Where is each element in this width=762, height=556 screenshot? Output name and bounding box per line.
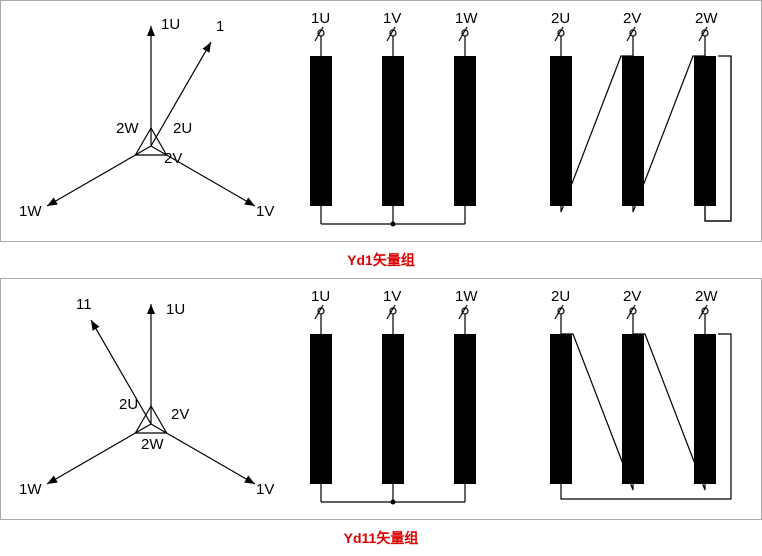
svg-text:2W: 2W xyxy=(695,10,718,27)
svg-text:1U: 1U xyxy=(161,16,180,33)
caption: Yd1矢量组 xyxy=(0,242,762,278)
svg-text:2W: 2W xyxy=(695,288,718,305)
svg-text:2V: 2V xyxy=(164,150,182,167)
vector-group-panel: 11 1U 1V 1W 2U 2V 2W 1U 1V 1W 2U 2V 2W xyxy=(0,278,762,520)
svg-text:2V: 2V xyxy=(623,288,641,305)
vector-group-panel: 1 1U 1V 1W 2U 2V 2W 1U 1V 1W 2U 2V 2W xyxy=(0,0,762,242)
svg-text:1U: 1U xyxy=(311,288,330,305)
svg-text:2W: 2W xyxy=(116,120,139,137)
svg-text:1V: 1V xyxy=(256,481,274,498)
diagram-svg: 1 1U 1V 1W 2U 2V 2W 1U 1V 1W 2U 2V 2W xyxy=(1,1,761,241)
svg-text:1W: 1W xyxy=(19,481,42,498)
svg-text:1W: 1W xyxy=(455,288,478,305)
svg-text:1U: 1U xyxy=(311,10,330,27)
svg-text:2U: 2U xyxy=(551,10,570,27)
caption: Yd11矢量组 xyxy=(0,520,762,556)
svg-text:1U: 1U xyxy=(166,301,185,318)
svg-text:1: 1 xyxy=(216,18,224,35)
svg-text:2V: 2V xyxy=(171,406,189,423)
svg-text:2V: 2V xyxy=(623,10,641,27)
svg-text:2U: 2U xyxy=(119,396,138,413)
diagram-svg: 11 1U 1V 1W 2U 2V 2W 1U 1V 1W 2U 2V 2W xyxy=(1,279,761,519)
svg-text:1W: 1W xyxy=(19,203,42,220)
svg-text:2W: 2W xyxy=(141,436,164,453)
svg-text:1V: 1V xyxy=(383,10,401,27)
svg-text:2U: 2U xyxy=(173,120,192,137)
svg-text:2U: 2U xyxy=(551,288,570,305)
svg-text:1V: 1V xyxy=(256,203,274,220)
svg-text:1W: 1W xyxy=(455,10,478,27)
svg-text:11: 11 xyxy=(76,296,92,313)
svg-text:1V: 1V xyxy=(383,288,401,305)
